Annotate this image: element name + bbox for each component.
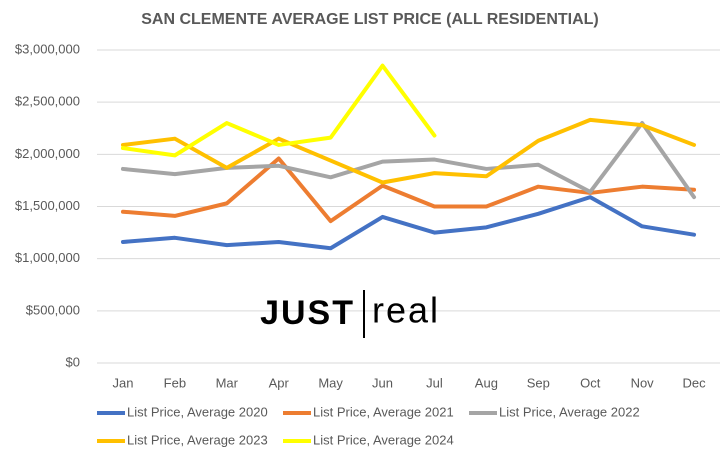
x-tick-label: Mar [216, 375, 239, 390]
legend-label: List Price, Average 2024 [313, 432, 454, 447]
y-tick-label: $2,500,000 [15, 94, 80, 109]
x-tick-label: Aug [475, 375, 498, 390]
chart-title: SAN CLEMENTE AVERAGE LIST PRICE (ALL RES… [141, 11, 599, 28]
logo-right: real [372, 290, 440, 331]
y-tick-label: $500,000 [26, 302, 80, 317]
y-tick-label: $3,000,000 [15, 41, 80, 56]
series-line [120, 195, 697, 251]
series-line [120, 121, 697, 200]
x-tick-label: Sep [527, 375, 550, 390]
series-line [120, 117, 697, 185]
x-tick-label: Feb [164, 375, 186, 390]
y-tick-label: $1,000,000 [15, 250, 80, 265]
legend-label: List Price, Average 2023 [127, 432, 268, 447]
x-tick-label: Jan [112, 375, 133, 390]
series-line [120, 63, 437, 158]
x-tick-label: Apr [269, 375, 290, 390]
x-tick-label: Oct [580, 375, 601, 390]
y-tick-label: $0 [66, 354, 80, 369]
x-tick-label: Jun [372, 375, 393, 390]
y-tick-label: $2,000,000 [15, 146, 80, 161]
legend-label: List Price, Average 2022 [499, 404, 640, 419]
series-line [120, 156, 697, 224]
x-tick-label: May [318, 375, 343, 390]
x-tick-label: Dec [682, 375, 706, 390]
legend-label: List Price, Average 2021 [313, 404, 454, 419]
x-tick-label: Nov [631, 375, 655, 390]
legend-label: List Price, Average 2020 [127, 404, 268, 419]
x-tick-label: Jul [426, 375, 443, 390]
y-tick-label: $1,500,000 [15, 198, 80, 213]
logo-left: JUST [260, 294, 355, 332]
